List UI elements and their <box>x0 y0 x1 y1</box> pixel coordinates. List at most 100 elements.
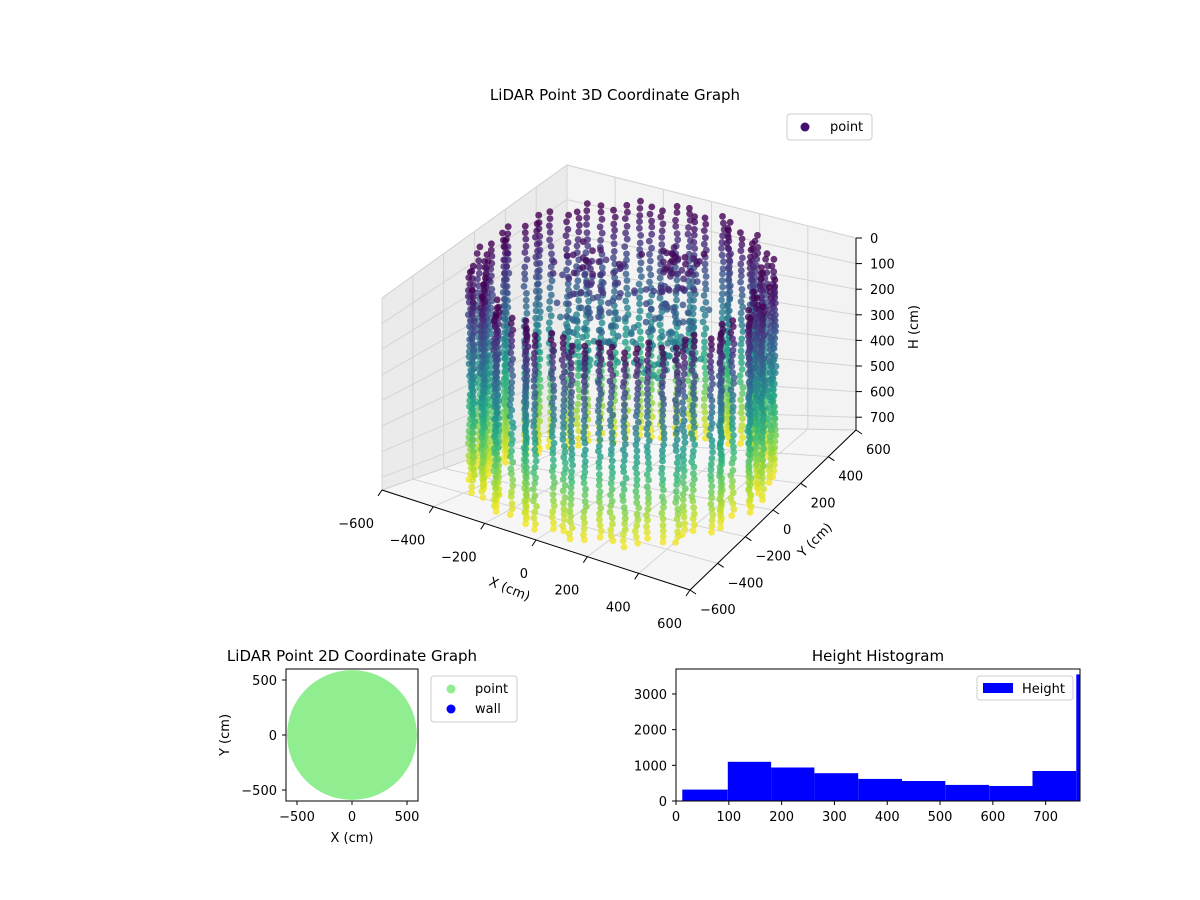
point-3d <box>707 335 715 343</box>
point-3d <box>737 409 745 417</box>
point-3d <box>674 510 682 518</box>
x-tick-label-histogram: 200 <box>769 810 794 825</box>
point-3d <box>635 504 643 512</box>
legend-3d-label: point <box>830 120 863 135</box>
point-3d <box>488 240 495 248</box>
histogram-bar <box>1076 674 1080 801</box>
point-3d <box>623 250 630 258</box>
point-3d <box>560 396 568 404</box>
point-3d <box>492 508 500 515</box>
point-3d <box>750 288 757 296</box>
point-3d <box>736 372 744 379</box>
point-3d <box>479 458 486 466</box>
point-3d <box>719 352 726 360</box>
point-3d <box>567 433 575 441</box>
point-3d <box>566 507 574 515</box>
point-3d <box>690 510 698 518</box>
point-3d <box>745 440 753 448</box>
point-3d <box>531 360 538 368</box>
point-3d <box>697 355 705 363</box>
point-3d <box>717 518 724 526</box>
point-3d <box>574 400 582 408</box>
histogram-bar <box>727 761 772 801</box>
point-3d <box>664 303 671 311</box>
point-3d <box>468 489 475 497</box>
point-3d <box>469 299 477 306</box>
point-3d <box>633 499 641 506</box>
histogram-title: Height Histogram <box>812 647 944 665</box>
point-3d <box>530 383 538 391</box>
point-3d <box>501 243 509 251</box>
point-3d <box>598 527 605 535</box>
point-3d <box>609 520 616 528</box>
z-tick-label-3d: 500 <box>870 360 895 375</box>
legend-2d-wall-label: wall <box>475 702 501 717</box>
point-3d <box>701 311 709 319</box>
point-3d <box>522 360 530 368</box>
point-3d <box>531 337 539 345</box>
point-3d <box>760 485 768 493</box>
point-3d <box>548 428 556 435</box>
point-3d <box>758 468 766 476</box>
point-3d <box>493 304 501 312</box>
point-3d <box>469 447 477 455</box>
point-3d <box>577 289 584 297</box>
point-3d <box>644 374 652 382</box>
point-3d <box>595 482 603 489</box>
point-3d <box>546 298 554 305</box>
point-3d <box>658 493 666 501</box>
point-3d <box>737 427 745 435</box>
point-3d <box>730 379 738 387</box>
point-3d <box>583 279 590 287</box>
point-3d <box>474 275 481 283</box>
point-3d <box>690 255 697 262</box>
point-3d <box>708 346 715 353</box>
point-3d <box>522 303 530 310</box>
point-3d <box>610 206 617 214</box>
point-3d <box>563 252 571 260</box>
point-3d <box>580 514 587 521</box>
point-3d <box>582 446 589 454</box>
point-3d <box>476 243 484 251</box>
point-3d <box>564 239 572 246</box>
point-3d <box>724 290 732 298</box>
point-3d <box>478 441 486 449</box>
point-3d <box>691 372 699 380</box>
point-3d <box>766 329 774 337</box>
point-3d <box>645 312 653 319</box>
point-3d <box>521 263 529 271</box>
point-3d <box>673 407 681 415</box>
point-3d <box>706 392 714 399</box>
point-3d <box>724 402 732 410</box>
point-3d <box>644 431 651 438</box>
point-3d <box>573 420 581 428</box>
point-3d <box>643 396 651 404</box>
point-3d <box>729 438 736 445</box>
point-3d <box>501 393 509 401</box>
x-tick-label-2d: 0 <box>348 810 356 825</box>
point-3d <box>507 366 515 374</box>
point-3d <box>561 448 569 456</box>
point-3d <box>674 453 682 461</box>
point-3d <box>667 259 674 266</box>
point-3d <box>565 286 572 294</box>
point-3d <box>700 292 708 299</box>
point-3d <box>690 379 698 386</box>
point-3d <box>475 257 483 265</box>
point-3d <box>509 372 516 380</box>
point-3d <box>759 321 767 328</box>
point-3d <box>622 314 629 322</box>
point-3d <box>720 219 727 227</box>
point-3d <box>658 234 666 241</box>
point-3d <box>611 213 619 221</box>
point-3d <box>664 285 672 293</box>
point-3d <box>534 295 541 302</box>
point-3d <box>689 452 697 460</box>
point-3d <box>718 251 726 259</box>
point-3d <box>560 351 568 358</box>
point-3d <box>717 439 724 446</box>
point-3d <box>739 254 746 262</box>
point-3d <box>523 366 531 374</box>
histogram-bars <box>682 674 1080 801</box>
point-3d <box>470 329 478 336</box>
